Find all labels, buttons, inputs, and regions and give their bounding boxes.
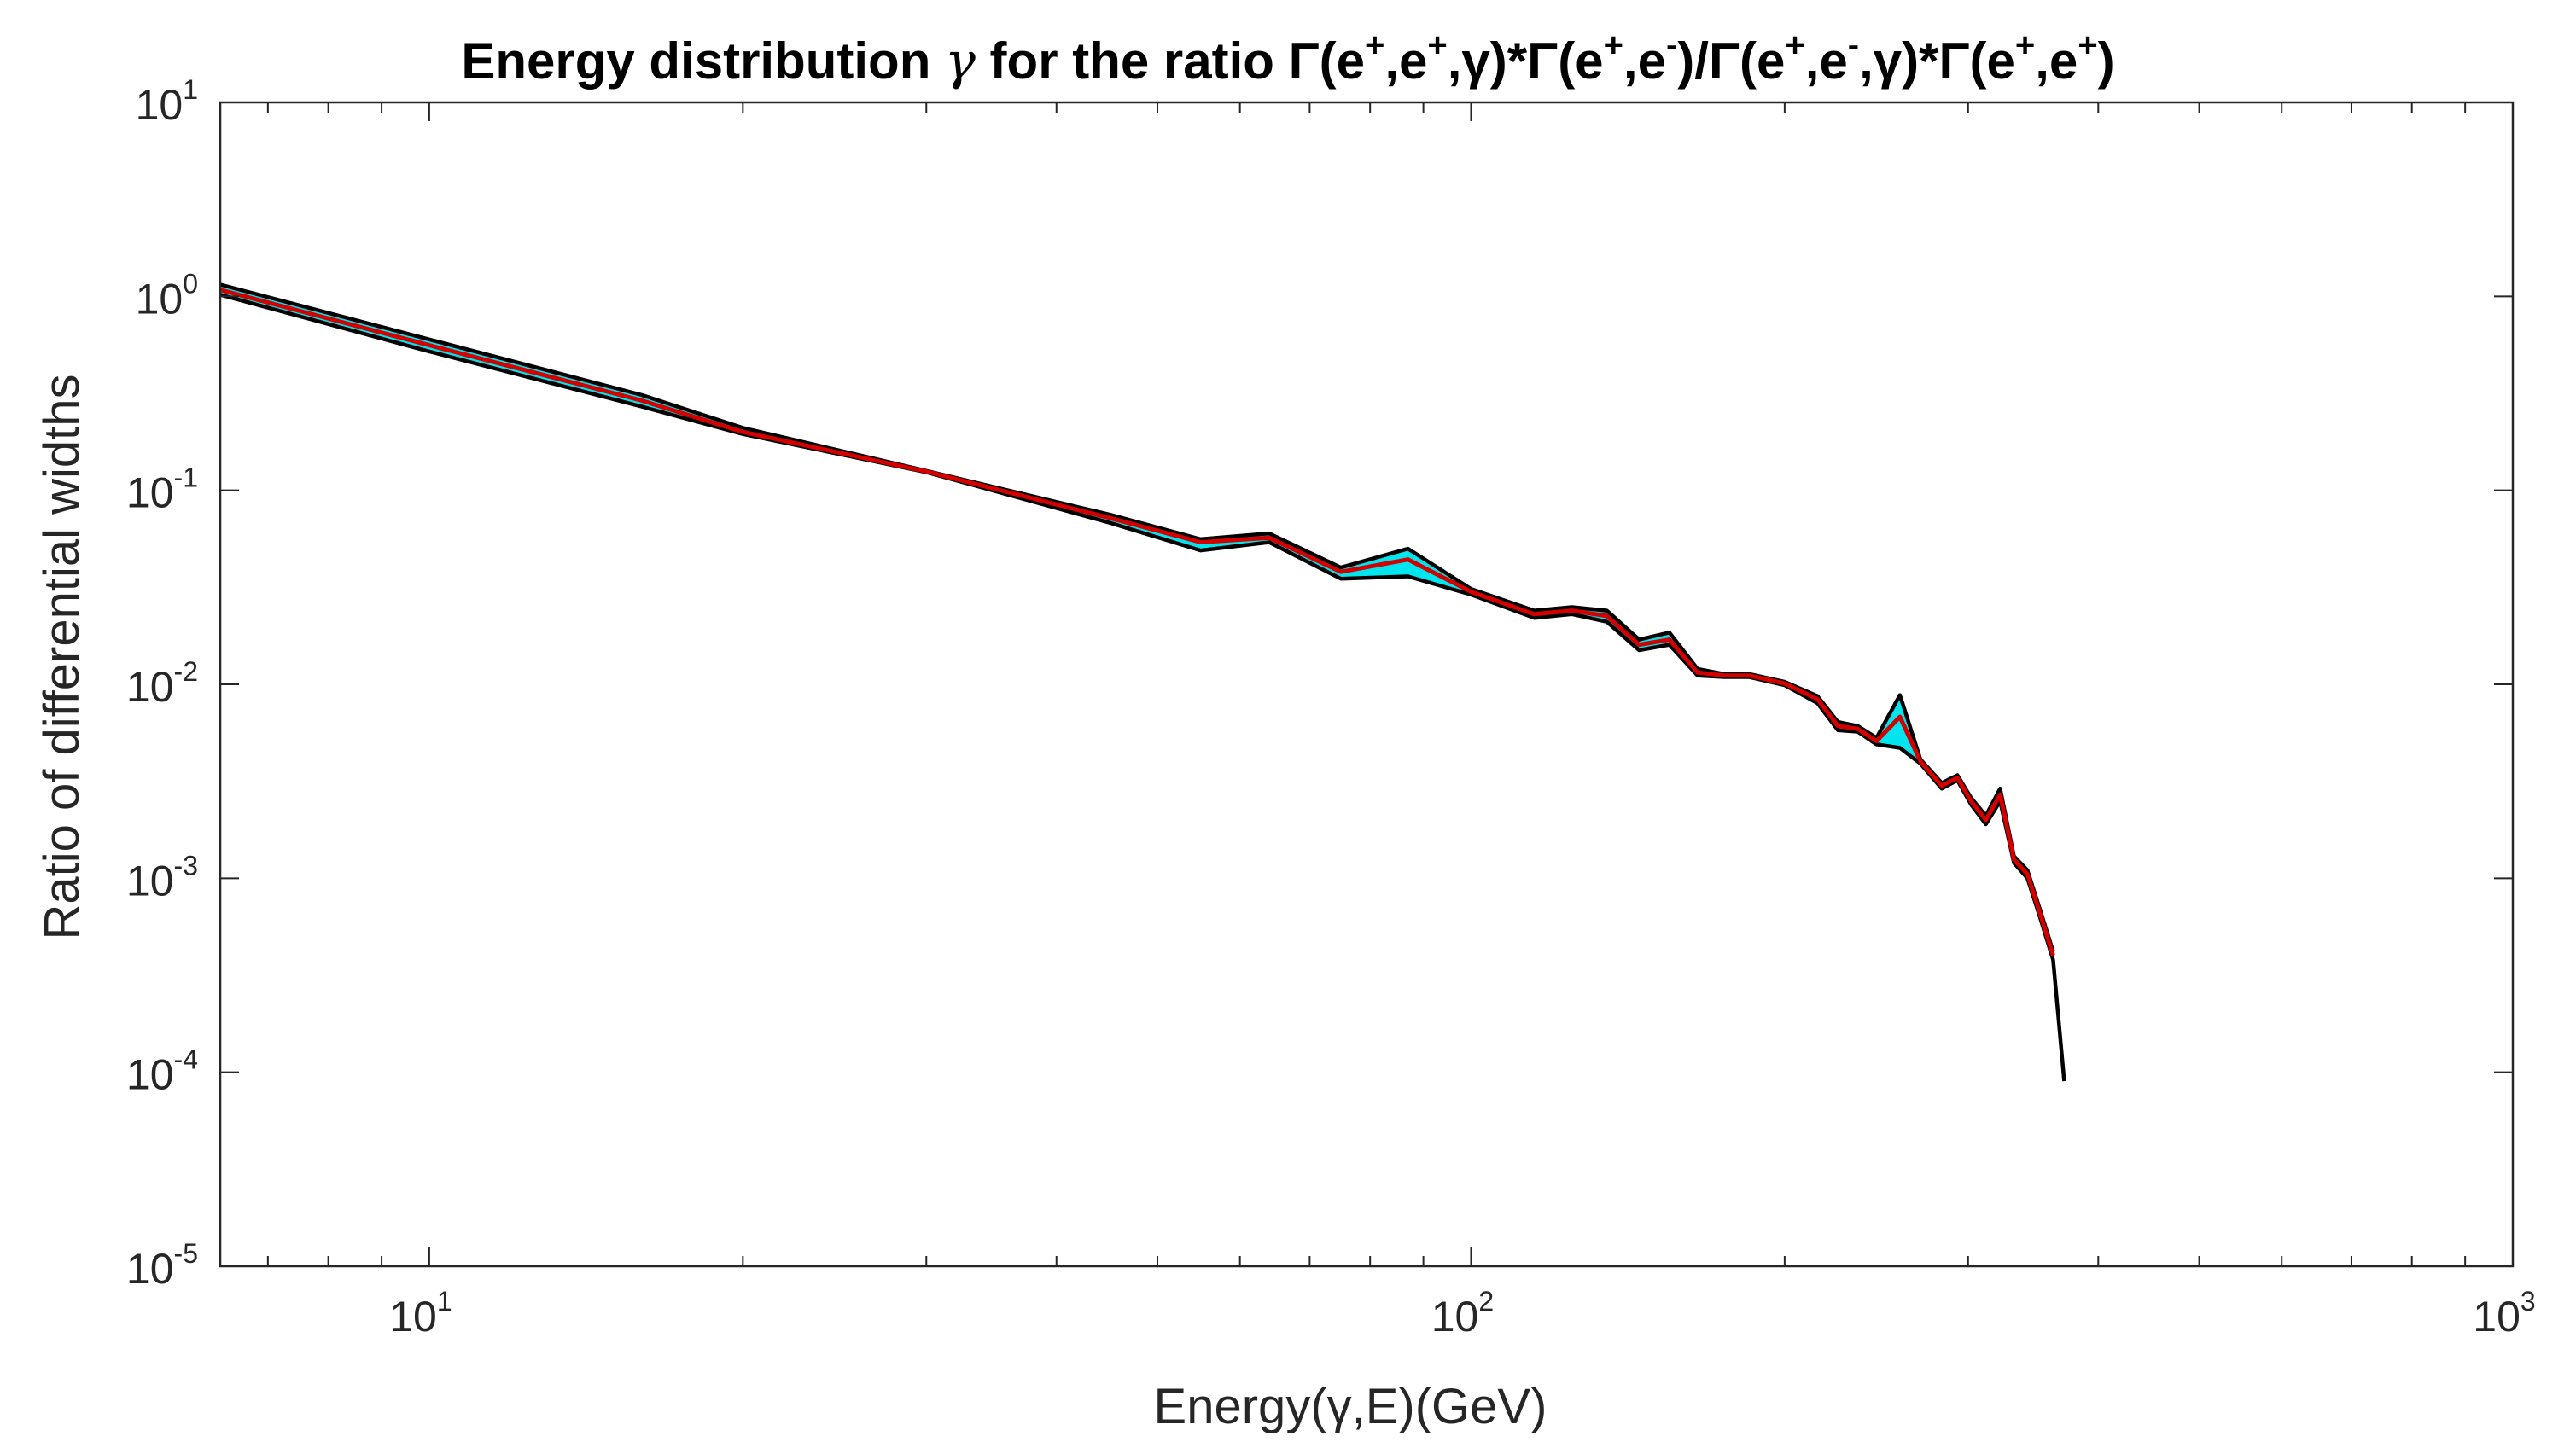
axes-background	[220, 102, 2513, 1266]
x-tick-labels: 101 102 103	[389, 1286, 2536, 1340]
title-sup-1: +	[1365, 26, 1384, 64]
y-tick-labels: 10-5 10-4 10-3 10-2 10-1 100 101	[126, 74, 198, 1293]
title-sup-4: -	[1666, 26, 1677, 64]
y-tick-label: 10-3	[126, 850, 198, 904]
title-formula-4: )/Γ(e	[1677, 32, 1785, 90]
title-gamma: γ	[945, 32, 976, 91]
y-tick-label: 10-1	[126, 462, 198, 517]
y-tick-label: 10-5	[126, 1238, 198, 1293]
title-formula-2b: ,e	[1623, 32, 1666, 90]
title-sup-5: +	[1785, 26, 1804, 64]
x-tick-label: 101	[389, 1286, 452, 1340]
title-sup-3: +	[1604, 26, 1623, 64]
x-tick-label: 102	[1431, 1286, 1494, 1340]
x-axis-label: Energy(γ,E)(GeV)	[1154, 1379, 1547, 1434]
y-tick-label: 10-4	[126, 1044, 198, 1099]
plot-area	[219, 101, 2515, 1268]
y-tick-label: 101	[136, 74, 198, 129]
title-mid: for the ratio	[976, 32, 1289, 90]
title-formula-5: ,γ)*Γ(e	[1859, 32, 2015, 90]
title-sup-2: +	[1427, 26, 1447, 64]
title-formula-3: ,γ)*Γ(e	[1448, 32, 1604, 90]
title-formula-6: )	[2098, 32, 2115, 90]
axes-box	[219, 101, 2515, 1268]
title-lead: Energy distribution	[461, 32, 945, 90]
title-formula-2: ,e	[1384, 32, 1427, 90]
y-tick-label: 10-2	[126, 656, 198, 711]
y-axis-label: Ratio of differential widths	[34, 374, 90, 939]
title-formula-2d: ,e	[2035, 32, 2078, 90]
x-tick-label: 103	[2473, 1286, 2535, 1340]
title-sup-7: +	[2015, 26, 2035, 64]
title-sup-6: -	[1848, 26, 1859, 64]
title-formula-1: Γ(e	[1289, 32, 1365, 90]
title-formula-2c: ,e	[1805, 32, 1848, 90]
title-sup-8: +	[2078, 26, 2097, 64]
y-tick-label: 100	[136, 268, 198, 323]
chart-title: Energy distribution γ for the ratio Γ(e+…	[461, 26, 2114, 91]
central-value-line	[219, 288, 2055, 956]
